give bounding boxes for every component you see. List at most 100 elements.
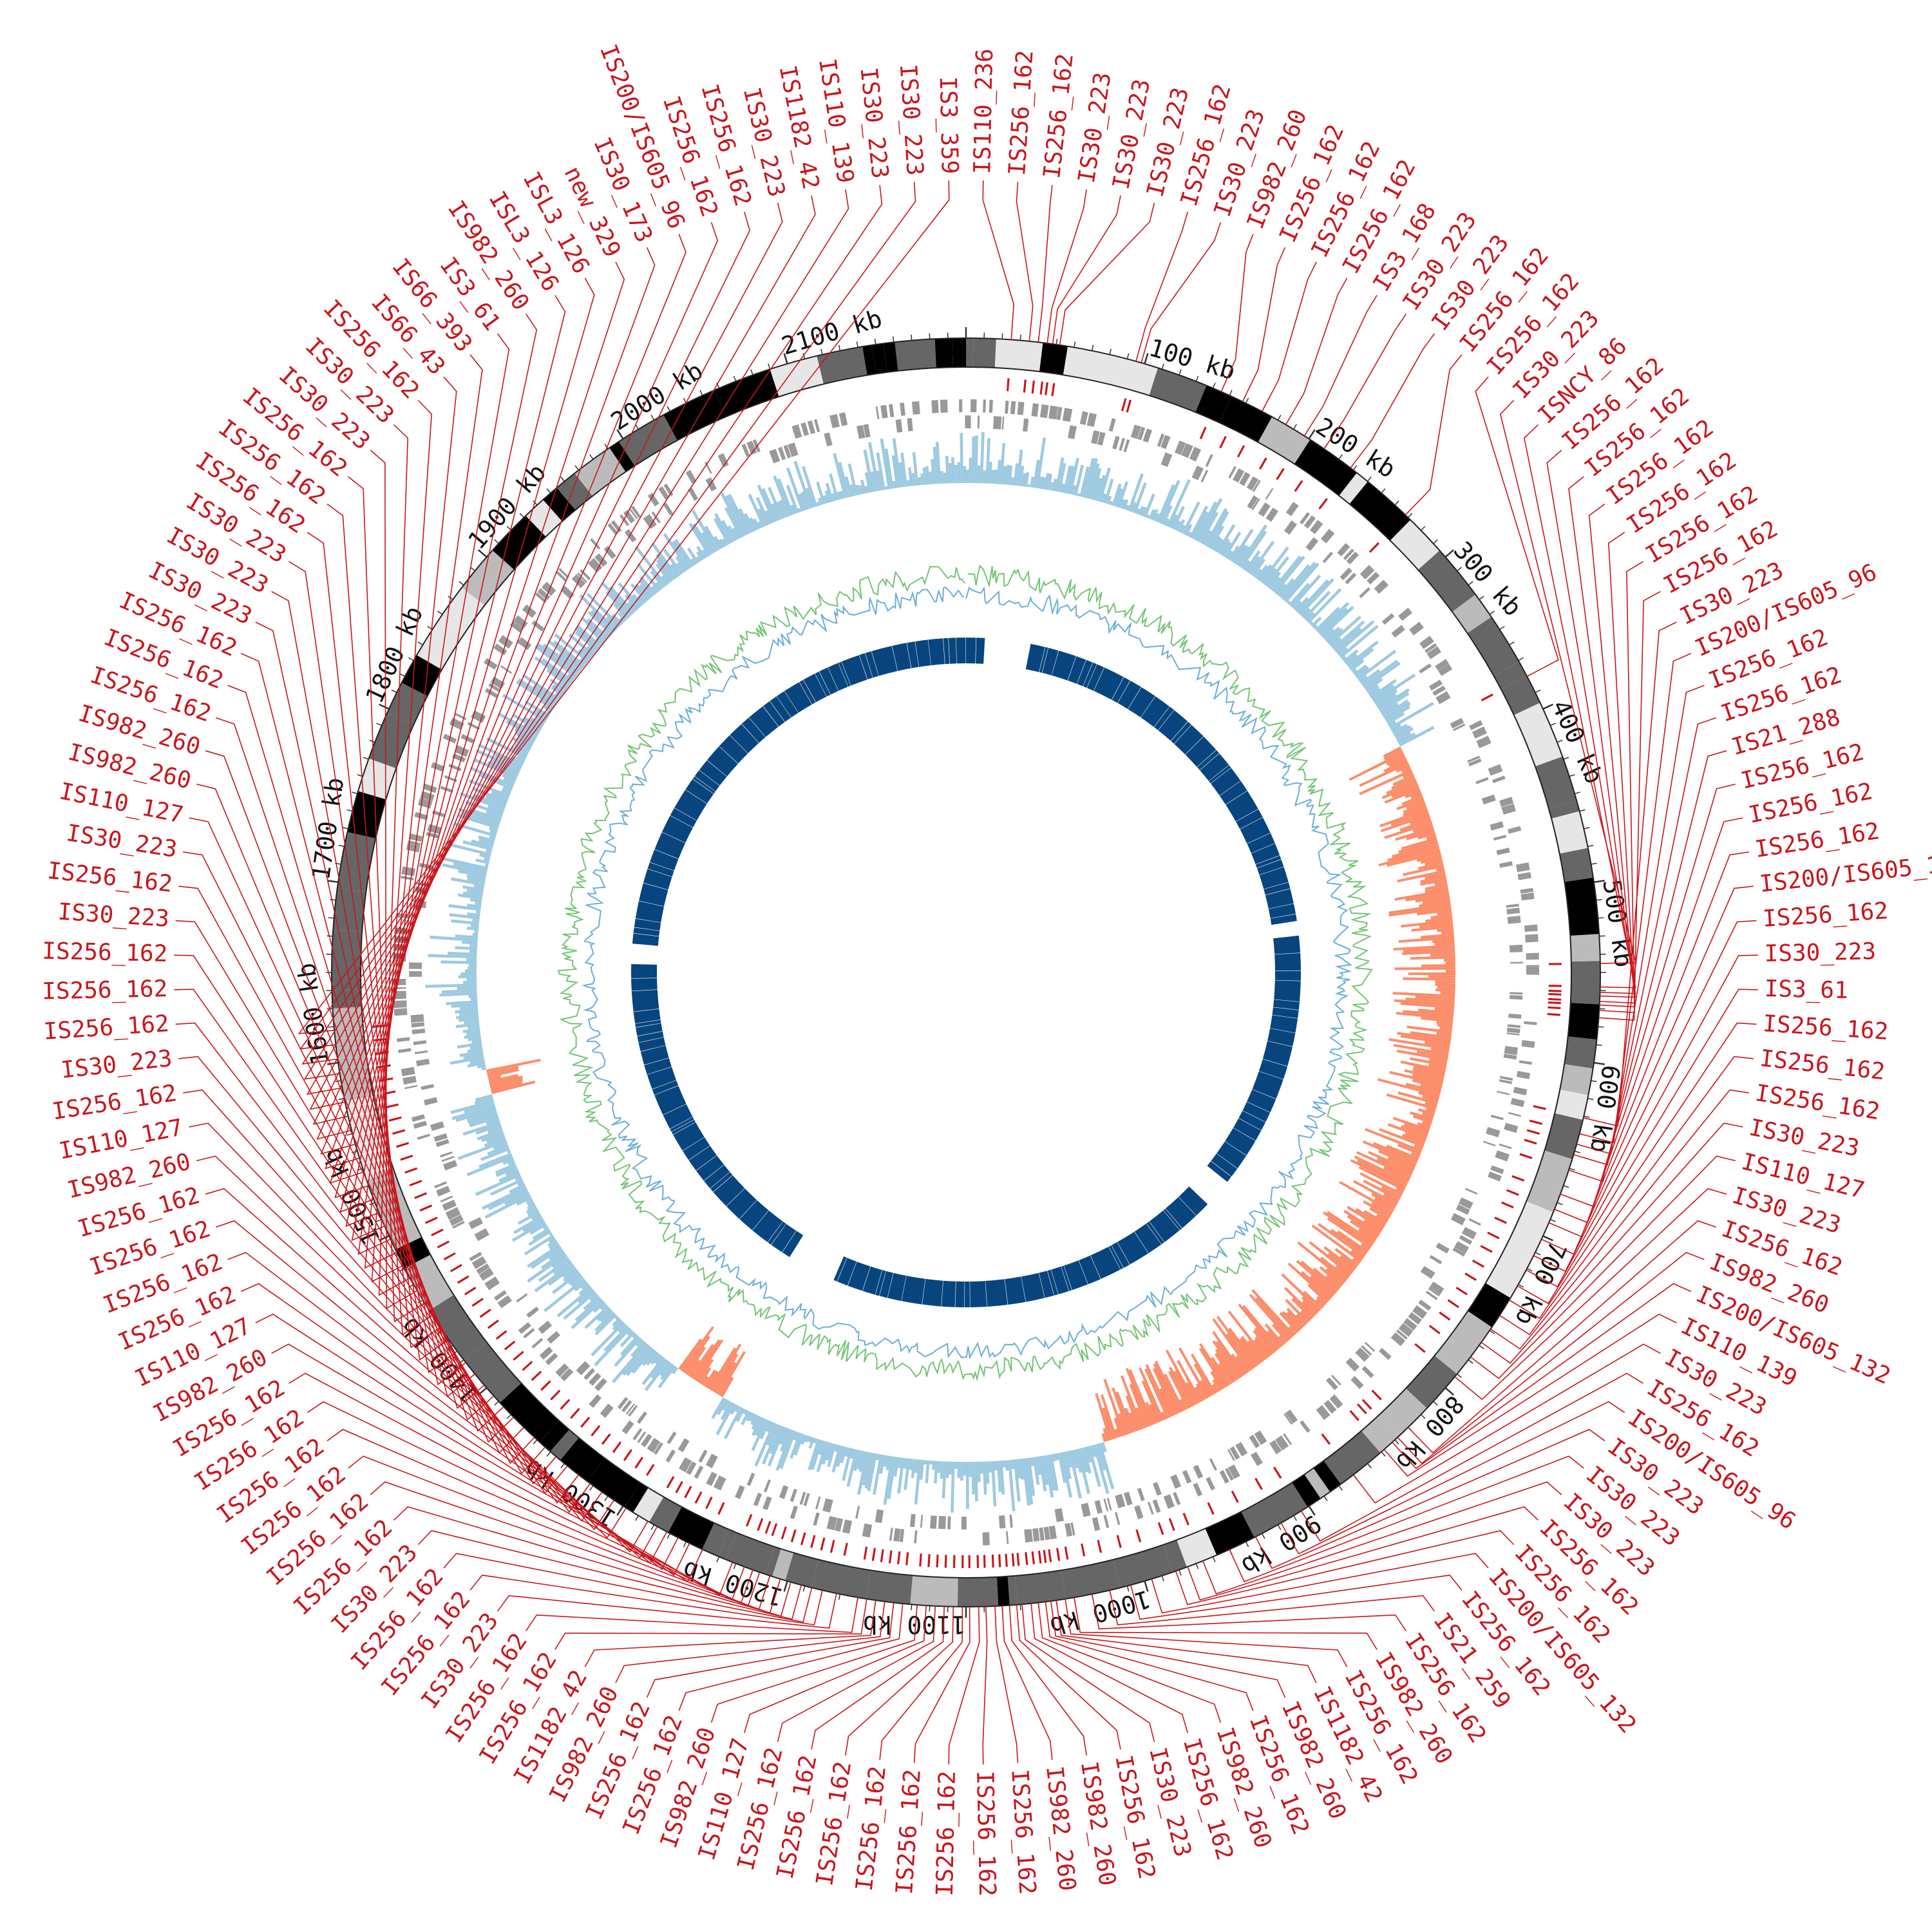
inner-block (838, 661, 851, 687)
gc-content-bar (475, 910, 480, 914)
gene-mark (1206, 1477, 1215, 1491)
scale-tick (1557, 739, 1563, 743)
is-element-label: IS110_236 (969, 48, 998, 175)
gene-mark (625, 1403, 635, 1415)
is-leader-line (189, 1122, 627, 1539)
gc-content-bar (793, 1431, 799, 1441)
gene-mark (1006, 1531, 1009, 1544)
gc-content-bar (1223, 531, 1242, 558)
is-element-mark (513, 1350, 524, 1361)
inner-block (1117, 1231, 1148, 1265)
inner-block (875, 1270, 886, 1296)
is-element-mark (1548, 989, 1562, 992)
scale-tick (352, 791, 358, 795)
inner-block (1270, 914, 1297, 925)
gc-content-bar (1090, 468, 1102, 500)
gene-mark (1504, 1122, 1519, 1133)
gene-mark (1152, 1499, 1161, 1513)
inner-block (887, 1273, 907, 1302)
gc-content-bar (1296, 1260, 1336, 1295)
gc-content-bar (1403, 805, 1427, 817)
inner-block (1236, 809, 1263, 829)
gc-content-bar (580, 658, 587, 665)
gc-content-bar (808, 1439, 820, 1470)
gc-content-bar (1425, 1101, 1437, 1108)
gc-content-bar (1393, 724, 1412, 737)
gc-content-bar (554, 692, 562, 699)
gc-content-bar (1095, 1393, 1112, 1441)
gc-content-bar (1336, 620, 1375, 654)
gene-mark (930, 1515, 937, 1529)
gc-content-bar (1437, 911, 1452, 916)
gc-content-bar (730, 1404, 738, 1415)
scale-tick (650, 415, 655, 421)
gene-mark (1303, 515, 1316, 529)
gc-content-bar (459, 1006, 478, 1010)
scale-label: 1600 kb (292, 961, 334, 1067)
inner-block (1225, 1128, 1256, 1155)
gc-content-bar (826, 1443, 834, 1461)
is-element-mark (1357, 1403, 1367, 1415)
is-leader-line (1141, 222, 1222, 363)
inner-block (1039, 647, 1048, 673)
gc-content-bar (699, 1367, 712, 1385)
is-element-mark (888, 1550, 893, 1564)
gc-content-bar (764, 510, 773, 524)
gc-content-bar (442, 863, 487, 876)
is-element-mark (392, 1129, 406, 1135)
gc-content-bar (1055, 457, 1065, 492)
is-leader-line (1242, 247, 1286, 402)
gc-content-bar (430, 935, 478, 942)
scale-tick (1550, 723, 1556, 726)
gc-content-bar (1005, 464, 1010, 485)
is-leader-line (1517, 989, 1758, 1305)
gene-mark (628, 1405, 638, 1417)
gc-content-bar (600, 1309, 613, 1323)
gc-content-bar (1387, 1157, 1415, 1171)
inner-block (1273, 935, 1301, 954)
gc-content-bar (757, 521, 763, 529)
gene-mark (1506, 1032, 1520, 1036)
gc-content-bar (609, 585, 636, 614)
is-element-mark (1439, 1311, 1451, 1321)
gc-content-bar (467, 1047, 483, 1053)
gc-content-bar (656, 559, 674, 582)
gc-content-bar (1413, 1066, 1445, 1075)
gene-mark (1079, 411, 1088, 425)
gene-mark (537, 588, 551, 601)
gc-content-bar (487, 1126, 502, 1134)
gc-content-bar (816, 481, 826, 505)
gc-content-bar (451, 1003, 478, 1008)
gc-content-bar (1401, 1133, 1425, 1145)
gc-content-bar (1353, 664, 1368, 676)
gc-content-bar (1410, 792, 1423, 799)
gc-content-bar (717, 1398, 728, 1416)
gc-content-bar (448, 951, 477, 956)
gene-mark (1032, 1528, 1040, 1542)
gc-content-bar (473, 884, 484, 889)
gc-content-bar (678, 1338, 703, 1370)
gene-mark (510, 621, 524, 633)
gc-content-bar (484, 1137, 506, 1148)
gc-content-bar (474, 930, 478, 934)
gc-content-bar (844, 476, 853, 497)
scale-tick (1574, 791, 1580, 795)
gc-content-bar (467, 1061, 486, 1068)
inner-block (1083, 662, 1097, 688)
gc-content-bar (1074, 1449, 1083, 1473)
gene-mark (899, 1529, 905, 1542)
ideogram-band (1061, 1559, 1121, 1599)
gc-content-bar (1184, 524, 1193, 536)
is-element-label: IS256_162 (971, 1770, 1000, 1897)
gene-mark (947, 1516, 951, 1530)
gene-mark (1134, 1505, 1144, 1519)
gc-content-bar (1397, 1032, 1451, 1043)
gc-content-bar (1445, 961, 1455, 965)
gene-mark (1137, 1488, 1145, 1501)
scale-tick (1074, 341, 1076, 348)
is-element-mark (800, 1532, 806, 1546)
scale-tick (1367, 1463, 1372, 1468)
is-element-label: IS3_359 (934, 76, 963, 175)
gc-content-bar (1122, 499, 1129, 510)
ideogram-band (464, 1343, 522, 1403)
